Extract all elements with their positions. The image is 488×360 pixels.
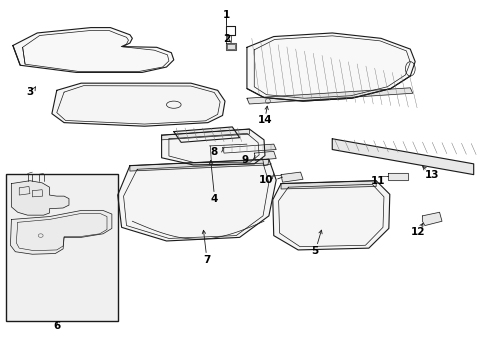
Bar	[5, 174, 118, 320]
Polygon shape	[246, 88, 412, 104]
Polygon shape	[422, 212, 441, 226]
Text: 14: 14	[258, 115, 272, 125]
Text: 4: 4	[210, 194, 218, 204]
Polygon shape	[173, 127, 239, 142]
Polygon shape	[118, 159, 276, 241]
Text: 13: 13	[424, 170, 439, 180]
Text: 1: 1	[223, 10, 230, 20]
Polygon shape	[52, 83, 224, 126]
Polygon shape	[161, 129, 249, 140]
Text: 3: 3	[26, 87, 34, 97]
Text: 11: 11	[369, 176, 384, 186]
Polygon shape	[11, 181, 69, 215]
Polygon shape	[161, 129, 264, 165]
Text: 7: 7	[203, 255, 210, 265]
Text: 5: 5	[311, 246, 318, 256]
Text: 10: 10	[259, 175, 273, 185]
Text: 6: 6	[53, 321, 61, 331]
Polygon shape	[331, 139, 473, 175]
Polygon shape	[254, 151, 276, 160]
Text: 9: 9	[242, 155, 248, 165]
Polygon shape	[281, 181, 375, 189]
Polygon shape	[272, 181, 389, 250]
Polygon shape	[281, 172, 303, 182]
Polygon shape	[10, 211, 112, 254]
Text: 8: 8	[210, 147, 218, 157]
Polygon shape	[13, 28, 173, 72]
Text: 2: 2	[223, 35, 230, 44]
Polygon shape	[222, 144, 276, 153]
Polygon shape	[246, 33, 414, 101]
Polygon shape	[130, 159, 268, 171]
Polygon shape	[387, 173, 407, 180]
Polygon shape	[225, 43, 235, 50]
Text: 12: 12	[409, 227, 424, 237]
